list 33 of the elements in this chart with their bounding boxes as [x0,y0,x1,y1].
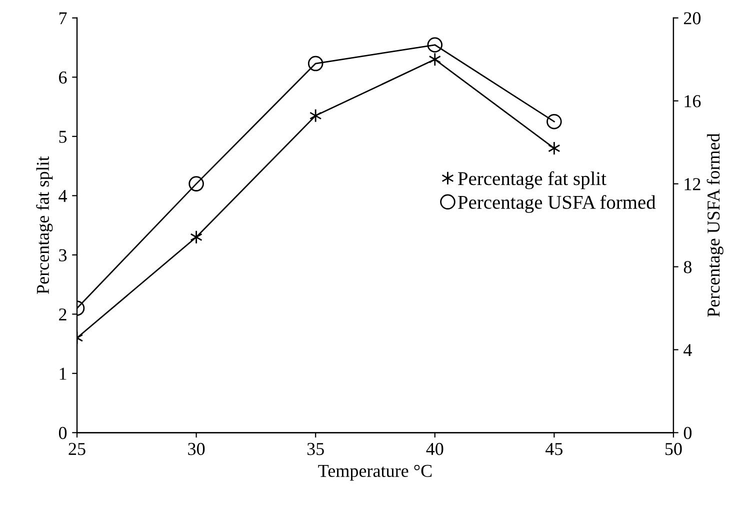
point [309,108,322,123]
y2-tick-label: 4 [684,344,692,356]
y2-axis-title: Percentage USFA formed [706,133,724,317]
point [548,141,560,156]
y-tick-label: 0 [58,426,67,440]
point [428,52,441,66]
y-tick-label: 4 [58,190,68,202]
x-tick-label: 30 [188,442,205,456]
y-tick-label: 2 [59,308,66,320]
point [190,230,202,244]
y2-tick-label: 12 [684,178,700,190]
y2-tick-label: 8 [684,261,692,274]
x-tick-label: 50 [665,442,682,456]
x-tick-label: 40 [426,442,444,456]
y-axis-title: Percentage fat split [36,156,53,294]
y-tick-label: 6 [59,71,67,84]
x-tick-label: 25 [68,442,86,456]
x-tick-label: 35 [307,442,324,456]
point [308,56,324,72]
legend-label: Percentage fat split [458,171,606,190]
y-tick-label: 5 [59,130,67,143]
y2-tick-label: 20 [684,12,701,24]
legend-label: Percentage USFA formed [458,195,656,213]
y-tick-label: 1 [60,368,66,380]
x-axis-title: Temperature °C [318,464,432,481]
point [546,114,562,130]
y-tick-label: 3 [59,249,67,262]
y-tick-label: 7 [59,12,67,24]
y2-tick-label: 0 [684,426,692,440]
x-tick-label: 45 [545,443,562,456]
point [427,37,443,53]
y2-tick-label: 16 [684,95,701,108]
point [188,176,204,192]
